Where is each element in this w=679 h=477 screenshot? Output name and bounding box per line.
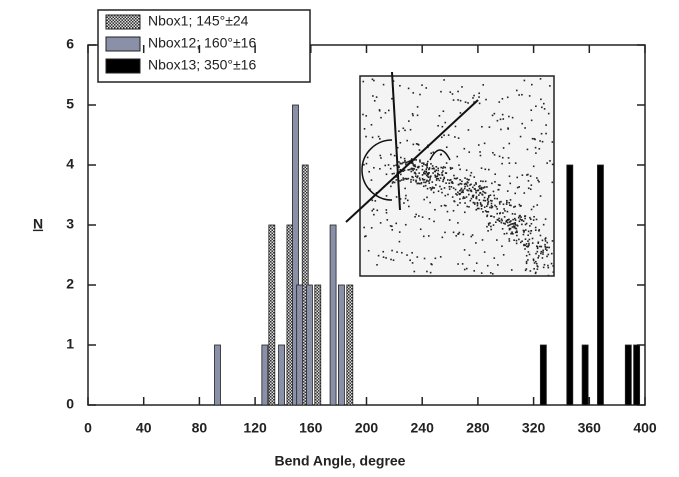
- x-axis-label: Bend Angle, degree: [275, 453, 406, 469]
- bar: [567, 165, 573, 405]
- bar: [269, 225, 275, 405]
- chart: Bend Angle, degree N 0408012016020024028…: [0, 0, 679, 472]
- legend-label: Nbox1; 145°±24: [148, 13, 249, 29]
- x-tick-label: 200: [355, 420, 379, 436]
- bar: [597, 165, 603, 405]
- bar: [540, 345, 546, 405]
- bar: [215, 345, 221, 405]
- x-tick-label: 0: [84, 420, 92, 436]
- y-tick-label: 2: [66, 276, 74, 292]
- y-tick-label: 5: [66, 96, 74, 112]
- legend-swatch: [106, 37, 140, 51]
- x-tick-label: 360: [578, 420, 602, 436]
- y-tick-label: 3: [66, 216, 74, 232]
- x-tick-label: 240: [411, 420, 435, 436]
- y-tick-label: 1: [66, 336, 74, 352]
- x-tick-label: 400: [633, 420, 657, 436]
- y-tick-label: 6: [66, 36, 74, 52]
- legend-swatch: [106, 59, 140, 73]
- y-tick-label: 4: [66, 156, 74, 172]
- bar: [582, 345, 588, 405]
- y-tick-label: 0: [66, 396, 74, 412]
- bar: [306, 285, 312, 405]
- x-tick-label: 280: [466, 420, 490, 436]
- x-tick-label: 160: [299, 420, 323, 436]
- bar: [625, 345, 631, 405]
- bar: [262, 345, 268, 405]
- bar: [330, 225, 336, 405]
- bar: [338, 285, 344, 405]
- legend-swatch: [106, 15, 140, 29]
- y-axis-label: N: [33, 216, 43, 232]
- x-tick-label: 80: [192, 420, 208, 436]
- x-tick-label: 120: [243, 420, 267, 436]
- bar: [287, 225, 293, 405]
- bar: [297, 285, 303, 405]
- bar: [315, 285, 321, 405]
- bar: [347, 285, 353, 405]
- bar: [634, 345, 640, 405]
- bar: [279, 345, 285, 405]
- x-tick-label: 40: [136, 420, 152, 436]
- legend-label: Nbox13; 350°±16: [148, 57, 256, 73]
- legend-label: Nbox12; 160°±16: [148, 35, 256, 51]
- inset-image: [346, 72, 554, 276]
- x-tick-label: 320: [522, 420, 546, 436]
